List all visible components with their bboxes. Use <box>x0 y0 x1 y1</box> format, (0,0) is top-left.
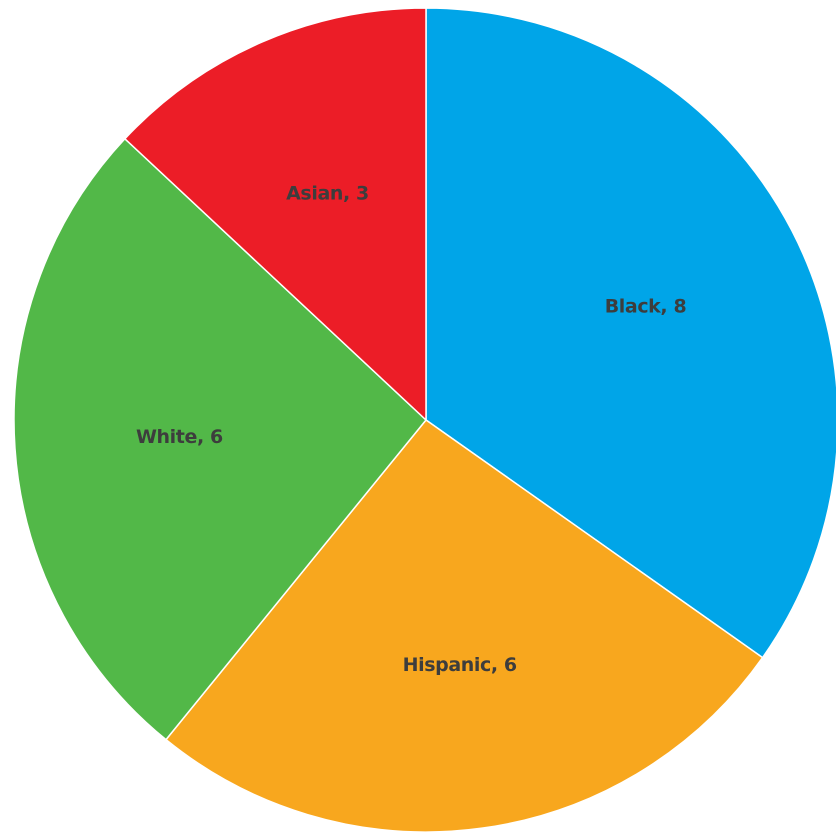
pie-label-asian: Asian, 3 <box>286 182 369 204</box>
pie-slice-asian <box>124 7 427 421</box>
pie-slice-hispanic <box>165 419 764 833</box>
pie-slice-black <box>425 7 836 659</box>
pie-slice-white <box>13 138 427 741</box>
pie-label-white: White, 6 <box>136 426 223 448</box>
pie-label-hispanic: Hispanic, 6 <box>403 654 517 676</box>
pie-label-black: Black, 8 <box>605 295 687 317</box>
pie-slices <box>13 7 836 833</box>
pie-labels: Black, 8 Hispanic, 6 White, 6 Asian, 3 <box>136 182 687 676</box>
